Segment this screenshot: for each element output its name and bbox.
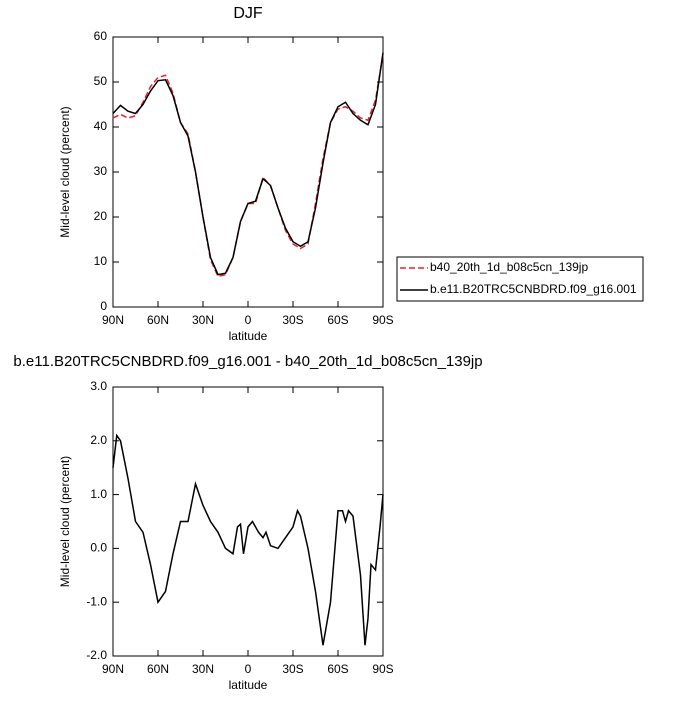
x-tick-label: 0 [245,313,252,327]
legend-label: b.e11.B20TRC5CNBDRD.f09_g16.001 [430,282,637,296]
chart-title: b.e11.B20TRC5CNBDRD.f09_g16.001 - b40_20… [13,353,482,370]
y-tick-label: 60 [94,29,108,43]
x-axis-label: latitude [229,329,268,343]
y-tick-label: 20 [94,209,108,223]
y-axis-label: Mid-level cloud (percent) [58,106,72,237]
x-tick-label: 90N [102,313,124,327]
y-tick-label: 2.0 [90,433,107,447]
y-tick-label: 30 [94,164,108,178]
y-tick-label: -1.0 [86,594,107,608]
plot-frame [112,386,384,657]
x-tick-label: 60N [147,662,169,676]
y-tick-label: 40 [94,119,108,133]
y-axis-label: Mid-level cloud (percent) [58,456,72,587]
series-line [112,52,384,276]
x-tick-label: 30N [192,662,214,676]
y-tick-label: -2.0 [86,648,107,662]
series-line [112,433,384,646]
y-tick-label: 1.0 [90,487,107,501]
x-tick-label: 60N [147,313,169,327]
x-tick-label: 60S [327,313,348,327]
x-tick-label: 0 [245,662,252,676]
chart-title: DJF [233,5,263,22]
x-tick-label: 90S [372,313,393,327]
x-tick-label: 60S [327,662,348,676]
y-tick-label: 3.0 [90,379,107,393]
x-tick-label: 90N [102,662,124,676]
plot-frame [112,36,384,308]
y-tick-label: 50 [94,74,108,88]
legend-label: b40_20th_1d_b08c5cn_139jp [430,260,588,274]
x-tick-label: 30S [282,662,303,676]
x-tick-label: 30S [282,313,303,327]
y-tick-label: 0 [100,299,107,313]
legend-box [396,256,644,302]
y-tick-label: 0.0 [90,541,107,555]
x-tick-label: 90S [372,662,393,676]
series-line [112,54,384,278]
x-tick-label: 30N [192,313,214,327]
x-axis-label: latitude [229,678,268,692]
y-tick-label: 10 [94,254,108,268]
